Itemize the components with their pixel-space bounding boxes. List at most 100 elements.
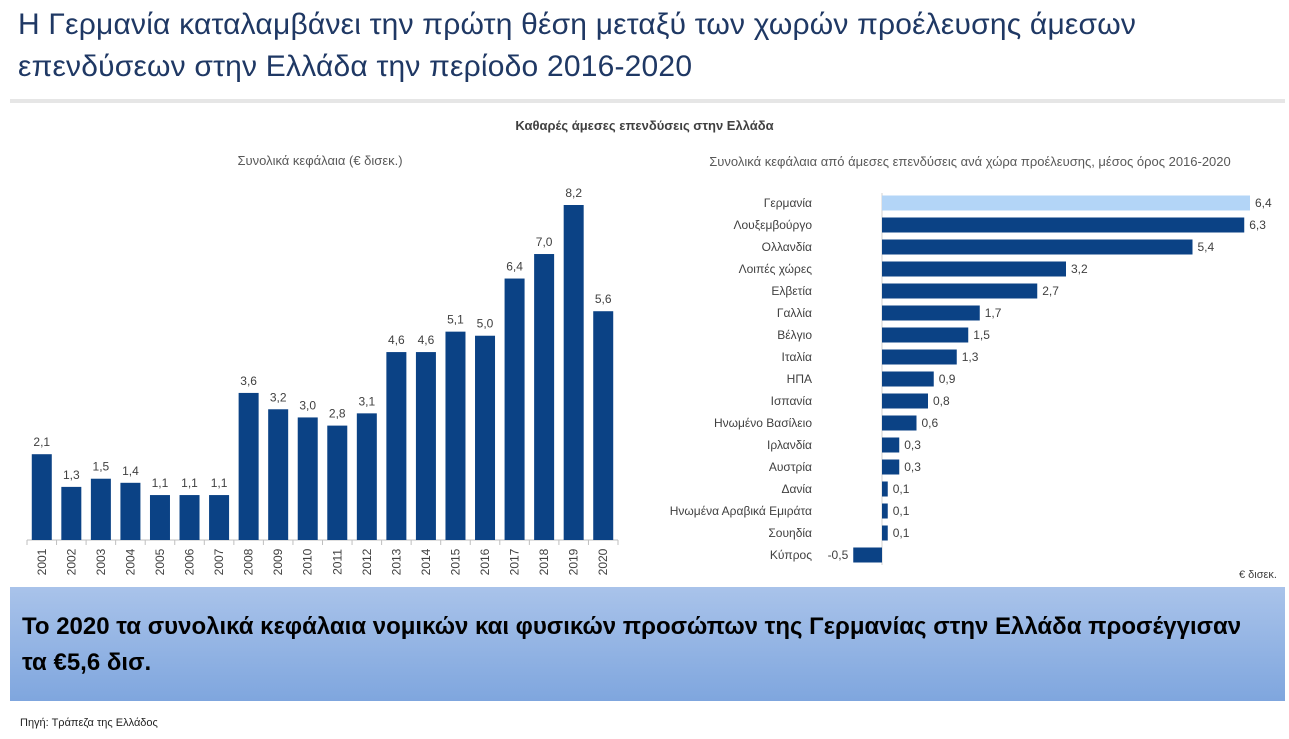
data-label-2010: 3,0 [299, 398, 316, 412]
data-label-2005: 1,1 [152, 476, 169, 490]
data-label-8: 0,9 [939, 372, 956, 386]
category-label-16: Κύπρος [770, 548, 812, 562]
data-label-12: 0,3 [904, 460, 921, 474]
x-tick-label-2001: 2001 [35, 548, 49, 575]
category-label-3: Λοιπές χώρες [739, 262, 813, 276]
annual-capital-bar-chart: 2,1 2001 1,3 2002 1,5 2003 1,4 2004 1,1 2005 1,1 20… [26, 186, 619, 575]
data-label-2004: 1,4 [122, 464, 139, 478]
category-label-10: Ηνωμένο Βασίλειο [714, 416, 812, 430]
bar-2008 [238, 392, 259, 540]
data-label-2006: 1,1 [181, 476, 198, 490]
bar-15 [882, 525, 888, 541]
data-label-2: 5,4 [1198, 240, 1215, 254]
x-tick-label-2010: 2010 [301, 548, 315, 575]
category-label-4: Ελβετία [771, 284, 812, 298]
bar-12 [882, 459, 900, 475]
data-label-3: 3,2 [1071, 262, 1088, 276]
data-label-11: 0,3 [904, 438, 921, 452]
capital-by-country-bar-chart: Γερμανία 6,4 Λουξεμβούργο 6,3 Ολλανδία 5,4 Λοι… [670, 193, 1272, 565]
bar-2005 [149, 495, 170, 540]
bar-2020 [593, 311, 614, 540]
bar-2009 [268, 409, 289, 540]
divider [10, 99, 1285, 103]
bar-11 [882, 437, 900, 453]
data-label-15: 0,1 [893, 526, 910, 540]
data-label-6: 1,5 [973, 328, 990, 342]
bar-2010 [297, 417, 318, 540]
category-label-9: Ισπανία [771, 394, 812, 408]
data-label-2003: 1,5 [93, 460, 110, 474]
data-label-2019: 8,2 [565, 186, 582, 200]
bar-4 [882, 283, 1038, 299]
bar-9 [882, 393, 928, 409]
x-tick-label-2011: 2011 [330, 549, 344, 575]
data-label-2007: 1,1 [211, 476, 228, 490]
x-tick-label-2008: 2008 [242, 548, 256, 575]
x-tick-label-2014: 2014 [419, 548, 433, 575]
data-label-2008: 3,6 [240, 374, 257, 388]
x-tick-label-2013: 2013 [389, 548, 403, 575]
data-label-2009: 3,2 [270, 390, 287, 404]
category-label-2: Ολλανδία [762, 240, 812, 254]
bar-10 [882, 415, 917, 431]
x-tick-label-2006: 2006 [183, 548, 197, 575]
bar-2013 [386, 352, 407, 540]
bar-2017 [504, 278, 525, 540]
data-label-10: 0,6 [922, 416, 939, 430]
bar-3 [882, 261, 1066, 277]
data-label-2017: 6,4 [506, 260, 523, 274]
bar-1 [882, 217, 1245, 233]
right-chart-title: Συνολικά κεφάλαια από άμεσες επενδύσεις … [640, 153, 1289, 171]
data-label-13: 0,1 [893, 482, 910, 496]
main-chart-title: Καθαρές άμεσες επενδύσεις στην Ελλάδα [515, 118, 774, 133]
x-tick-label-2018: 2018 [537, 548, 551, 575]
bar-2014 [415, 352, 436, 540]
data-label-2018: 7,0 [536, 235, 553, 249]
data-label-4: 2,7 [1042, 284, 1059, 298]
x-tick-label-2016: 2016 [478, 548, 492, 575]
data-label-2016: 5,0 [477, 317, 494, 331]
bar-2012 [356, 413, 377, 540]
data-label-2020: 5,6 [595, 292, 612, 306]
data-label-9: 0,8 [933, 394, 950, 408]
x-tick-label-2019: 2019 [567, 548, 581, 575]
x-tick-label-2009: 2009 [271, 548, 285, 575]
source-note: Πηγή: Τράπεζα της Ελλάδος [20, 717, 158, 729]
data-label-5: 1,7 [985, 306, 1002, 320]
bar-2007 [209, 495, 230, 540]
data-label-2011: 2,8 [329, 407, 346, 421]
bar-2002 [61, 486, 82, 540]
left-chart-title: Συνολικά κεφάλαια (€ δισεκ.) [237, 153, 403, 168]
data-label-2014: 4,6 [418, 333, 435, 347]
bar-2006 [179, 495, 200, 540]
category-label-14: Ηνωμένα Αραβικά Εμιράτα [670, 504, 812, 518]
summary-banner-text: Το 2020 τα συνολικά κεφάλαια νομικών και… [22, 613, 1242, 676]
x-tick-label-2005: 2005 [153, 548, 167, 575]
category-label-15: Σουηδία [768, 526, 812, 540]
summary-banner: Το 2020 τα συνολικά κεφάλαια νομικών και… [10, 587, 1285, 701]
bar-2015 [445, 331, 466, 540]
category-label-5: Γαλλία [777, 306, 812, 320]
x-tick-label-2017: 2017 [508, 548, 522, 575]
bar-5 [882, 305, 980, 321]
category-label-1: Λουξεμβούργο [733, 218, 812, 232]
data-label-16: -0,5 [828, 548, 849, 562]
bar-2018 [534, 254, 555, 540]
data-label-1: 6,3 [1249, 218, 1266, 232]
bar-8 [882, 371, 934, 387]
category-label-6: Βέλγιο [777, 328, 812, 342]
x-tick-label-2015: 2015 [448, 548, 462, 575]
bar-2016 [475, 335, 496, 540]
unit-note: € δισεκ. [1239, 569, 1277, 581]
bar-7 [882, 349, 957, 365]
bar-14 [882, 503, 888, 519]
category-label-11: Ιρλανδία [767, 438, 812, 452]
category-label-0: Γερμανία [764, 196, 812, 210]
x-tick-label-2007: 2007 [212, 548, 226, 575]
x-tick-label-2002: 2002 [64, 548, 78, 575]
bar-0 [882, 195, 1250, 211]
headline: Η Γερμανία καταλαμβάνει την πρώτη θέση μ… [18, 8, 1137, 83]
bar-2001 [31, 454, 52, 540]
data-label-2012: 3,1 [358, 394, 375, 408]
category-label-8: ΗΠΑ [787, 372, 812, 386]
